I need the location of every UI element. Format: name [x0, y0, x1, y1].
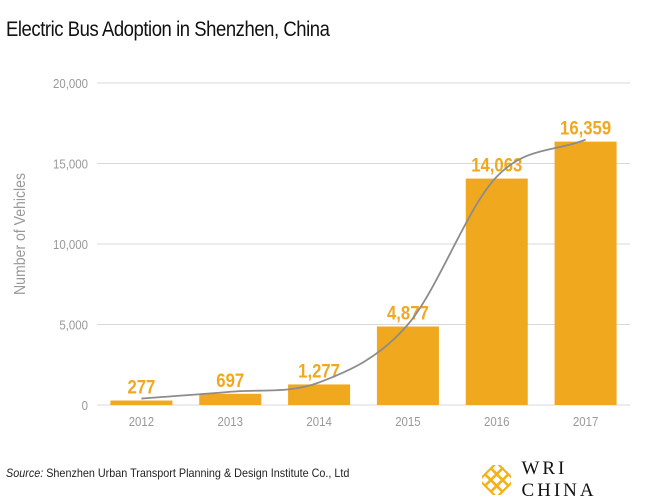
logo-diamond	[495, 478, 510, 493]
x-tick-label: 2016	[484, 414, 510, 429]
y-tick-label: 20,000	[53, 76, 88, 91]
bar-2016	[465, 178, 528, 405]
lattice-logo-icon	[482, 465, 512, 495]
logo-diamond	[483, 478, 498, 493]
data-label: 697	[216, 370, 244, 391]
logo-diamond	[495, 467, 510, 482]
y-tick-label: 5,000	[59, 318, 88, 333]
x-tick-label: 2015	[395, 414, 421, 429]
logo-diamond	[489, 484, 504, 495]
bar-2015	[376, 326, 439, 405]
data-label: 16,359	[560, 118, 611, 139]
bar-2012	[110, 400, 173, 405]
data-label: 1,277	[298, 360, 340, 381]
source-note: Source: Shenzhen Urban Transport Plannin…	[6, 466, 349, 480]
x-tick-label: 2014	[306, 414, 332, 429]
chart-title: Electric Bus Adoption in Shenzhen, China	[6, 18, 330, 41]
y-tick-label: 10,000	[53, 237, 88, 252]
y-tick-label: 15,000	[53, 157, 88, 172]
y-axis-label: Number of Vehicles	[11, 173, 29, 295]
source-text: Shenzhen Urban Transport Planning & Desi…	[43, 466, 350, 480]
source-label: Source:	[6, 466, 44, 480]
bar-chart: 0 5,000 10,000 15,000 20,000 Number of Vehicl…	[11, 76, 630, 429]
bar-2014	[288, 384, 351, 405]
x-tick-label: 2012	[129, 414, 155, 429]
data-label: 14,063	[471, 155, 522, 176]
wri-china-logo: WRI CHINA	[482, 458, 648, 502]
x-tick-label: 2017	[573, 414, 599, 429]
y-tick-label: 0	[82, 398, 89, 413]
bar-2017	[554, 141, 617, 405]
data-label: 277	[127, 377, 155, 398]
logo-text: WRI CHINA	[521, 458, 597, 501]
trend-line	[141, 138, 586, 400]
bar-2013	[199, 393, 262, 405]
x-tick-label: 2013	[218, 414, 244, 429]
data-label: 4,877	[387, 302, 429, 323]
logo-diamond	[489, 472, 504, 488]
logo-diamond	[483, 467, 498, 482]
